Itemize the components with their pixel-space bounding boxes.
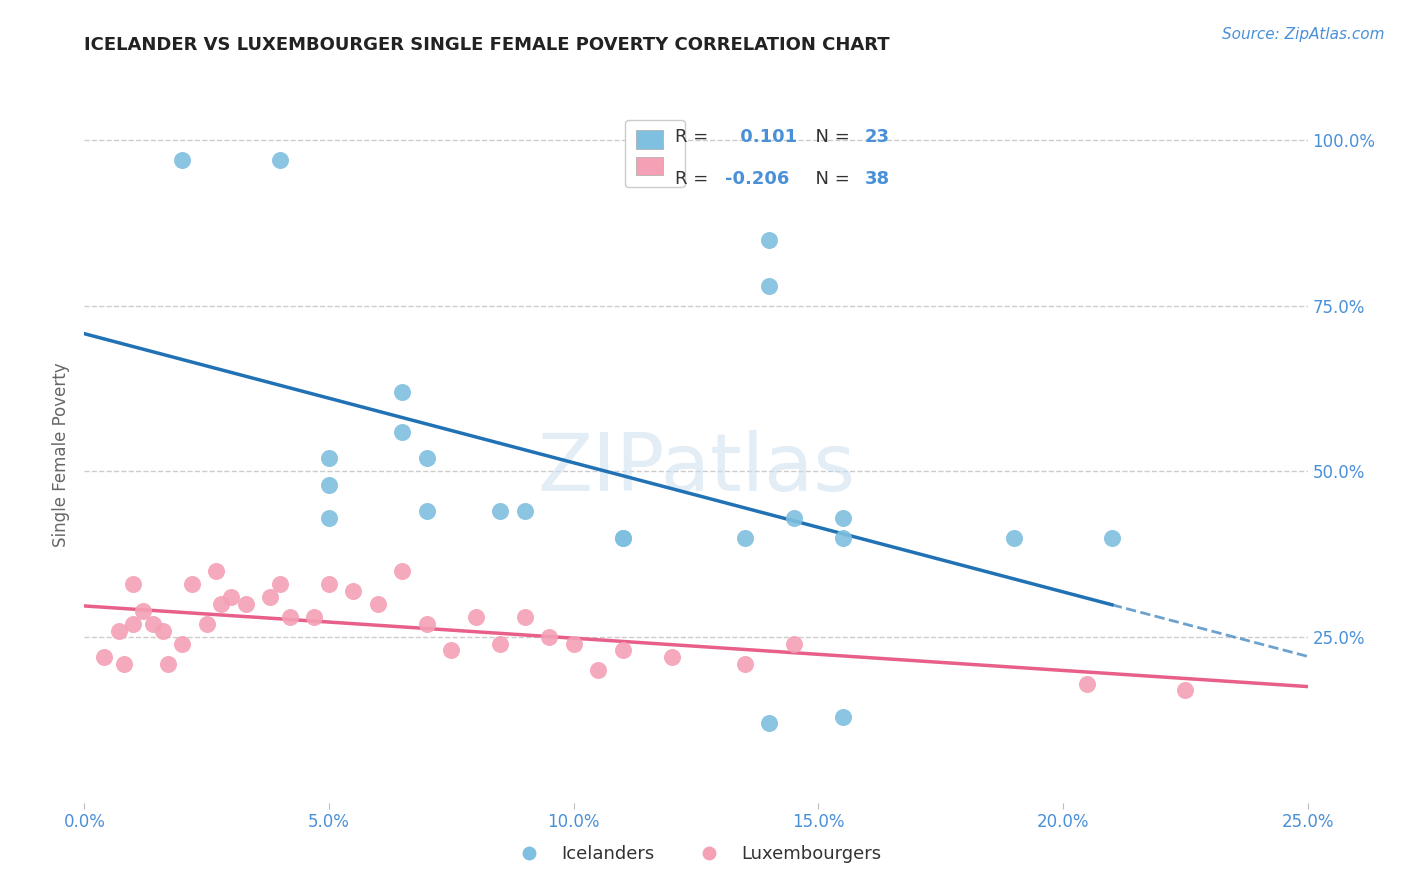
Point <box>318 451 340 466</box>
Point <box>464 610 486 624</box>
Point <box>612 531 634 545</box>
Point <box>391 425 413 439</box>
Point <box>367 597 389 611</box>
Point <box>416 616 439 631</box>
Text: N =: N = <box>804 128 855 146</box>
Point <box>1002 531 1025 545</box>
Point <box>489 504 512 518</box>
Point <box>269 577 291 591</box>
Point <box>661 650 683 665</box>
Point <box>586 663 609 677</box>
Point <box>1076 676 1098 690</box>
Point <box>235 597 257 611</box>
Text: 23: 23 <box>865 128 890 146</box>
Point <box>1174 683 1197 698</box>
Point <box>156 657 179 671</box>
Point <box>783 637 806 651</box>
Point <box>391 384 413 399</box>
Point <box>142 616 165 631</box>
Point <box>513 610 536 624</box>
Point <box>416 504 439 518</box>
Text: 0.101: 0.101 <box>734 128 797 146</box>
Point <box>1101 531 1123 545</box>
Y-axis label: Single Female Poverty: Single Female Poverty <box>52 363 70 547</box>
Point <box>93 650 115 665</box>
Point <box>259 591 281 605</box>
Point <box>416 451 439 466</box>
Text: -0.206: -0.206 <box>725 169 790 187</box>
Point <box>132 604 155 618</box>
Point <box>269 153 291 167</box>
Text: ICELANDER VS LUXEMBOURGER SINGLE FEMALE POVERTY CORRELATION CHART: ICELANDER VS LUXEMBOURGER SINGLE FEMALE … <box>84 36 890 54</box>
Point <box>612 643 634 657</box>
Point <box>278 610 301 624</box>
Point <box>612 531 634 545</box>
Text: 38: 38 <box>865 169 890 187</box>
Point <box>112 657 135 671</box>
Point <box>195 616 218 631</box>
Point <box>209 597 232 611</box>
Point <box>562 637 585 651</box>
Point <box>219 591 242 605</box>
Point <box>513 504 536 518</box>
Point <box>831 531 853 545</box>
Text: R =: R = <box>675 169 714 187</box>
Point <box>831 709 853 723</box>
Point <box>538 630 561 644</box>
Point <box>181 577 204 591</box>
Point <box>758 279 780 293</box>
Point <box>318 577 340 591</box>
Point <box>831 511 853 525</box>
Text: ZIPatlas: ZIPatlas <box>537 430 855 508</box>
Point <box>318 477 340 491</box>
Point <box>122 616 145 631</box>
Point <box>122 577 145 591</box>
Point <box>758 233 780 247</box>
Point <box>107 624 129 638</box>
Point <box>304 610 326 624</box>
Point <box>342 583 364 598</box>
Point <box>440 643 463 657</box>
Point <box>172 153 194 167</box>
Point <box>489 637 512 651</box>
Point <box>734 657 756 671</box>
Point <box>734 531 756 545</box>
Point <box>152 624 174 638</box>
Text: N =: N = <box>804 169 855 187</box>
Text: R =: R = <box>675 128 714 146</box>
Point <box>391 564 413 578</box>
Legend: Icelanders, Luxembourgers: Icelanders, Luxembourgers <box>503 838 889 871</box>
Point <box>783 511 806 525</box>
Point <box>758 716 780 731</box>
Text: Source: ZipAtlas.com: Source: ZipAtlas.com <box>1222 27 1385 42</box>
Point <box>205 564 228 578</box>
Point <box>318 511 340 525</box>
Point <box>172 637 194 651</box>
